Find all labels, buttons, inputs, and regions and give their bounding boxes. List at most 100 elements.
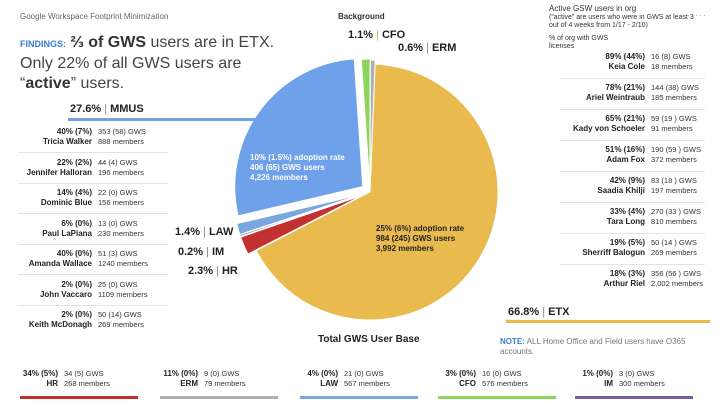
mmus-person-row: 40% (0%) Amanda Wallace 51 (3) GWS 1240 mem… [18,249,148,269]
person-gws: 3 (0) GWS [619,369,655,378]
mmus-person-row: 14% (4%) Dominic Blue 22 (0) GWS 156 member… [18,188,144,208]
findings-line3-rest: ” users. [70,75,125,92]
findings-quote-open: “ [20,75,26,92]
person-pct: 19% (5%) [609,238,645,247]
person-name: Arthur Riel [603,279,645,288]
person-members: 576 members [482,379,528,388]
hr-bar [20,396,138,399]
mmus-pie-label: 10% (1.5%) adoption rate 406 (65) GWS us… [250,153,345,183]
person-members: 18 members [651,62,693,71]
person-members: 810 members [651,217,697,226]
person-gws: 50 (14 ) GWS [651,238,697,247]
mmus-gws-users: 406 (65) GWS users [250,163,325,172]
person-members: 196 members [98,167,144,177]
person-members: 269 members [651,248,697,257]
etx-person-row: 42% (9%) Saadia Khilji 83 (18 ) GWS 197 mem… [553,176,697,196]
etx-pie-label: 25% (6%) adoption rate 984 (245) GWS use… [376,224,464,254]
person-name: Dominic Blue [40,198,92,207]
person-gws: 51 (3) GWS [98,249,138,258]
person-pct: 4% (0%) [307,369,338,378]
im-bar [575,396,693,399]
row-divider [560,109,705,110]
person-members: 197 members [651,186,697,195]
person-gws: 13 (0) GWS [98,218,138,228]
note-text: NOTE: ALL Home Office and Field users ha… [500,337,700,357]
etx-person-row: 65% (21%) Kady von Schoeler 59 (19 ) GWS 91… [553,114,697,134]
person-pct: 1% (0%) [582,369,613,378]
etx-label: ETX [548,306,570,318]
segment-label-im: 0.2% | IM [178,246,225,258]
pie-slice-hr [240,195,362,255]
findings-active: active [25,75,71,92]
person-gws: 25 (0) GWS [98,279,138,289]
cfo-pct: 1.1% [348,29,374,41]
slide-header-section: Background [338,12,385,21]
person-pct: 34% (5%) [22,369,58,378]
person-name: Adam Fox [606,155,645,164]
person-name: Jennifer Halloran [26,167,92,177]
row-divider [18,182,168,184]
cfo-bar [438,396,556,399]
row-divider [18,304,168,306]
pie-slice-mmus [234,58,364,217]
row-divider [560,78,705,79]
mmus-person-row: 2% (0%) John Vaccaro 25 (0) GWS 1109 member… [18,279,148,300]
law-bar [300,396,418,399]
person-members: 79 members [204,379,246,388]
person-gws: 9 (0) GWS [204,369,240,378]
etx-person-row: 51% (16%) Adam Fox 190 (59 ) GWS 372 member… [553,145,701,165]
etx-adoption-rate: 25% (6%) adoption rate [376,224,465,233]
pie-slice-law [236,193,362,236]
im-pct: 0.2% [178,246,204,258]
hr-label: HR [221,265,238,277]
findings-text: FINDINGS: ⅔ of GWS users are in ETX. Onl… [20,33,310,94]
person-pct: 2% (0%) [61,310,92,319]
person-name: Keith McDonagh [28,320,92,329]
etx-person-row: 78% (21%) Ariel Weintraub 144 (38) GWS 185 … [553,83,699,103]
person-gws: 83 (18 ) GWS [651,176,697,185]
person-gws: 356 (56 ) GWS [651,269,702,278]
row-divider [560,140,705,141]
person-gws: 16 (8) GWS [651,52,691,61]
person-name: Amanda Wallace [28,259,92,268]
person-name: LAW [320,379,338,388]
segment-label-cfo: 1.1% | CFO [348,29,406,41]
erm-pct: 0.6% [398,42,424,54]
law-label: LAW [208,226,234,238]
row-divider [18,274,168,275]
person-members: 567 members [344,379,390,388]
person-pct: 3% (0%) [445,369,476,378]
person-pct: 2% (0%) [61,279,92,289]
person-name: Sherriff Balogun [582,248,645,257]
person-gws: 353 (58) GWS [98,127,146,136]
row-divider [560,264,705,265]
person-members: 1240 members [98,259,149,268]
pie-title: Total GWS User Base [318,334,420,345]
mmus-adoption-rate: 10% (1.5%) adoption rate [250,153,345,162]
person-name: HR [46,379,58,388]
person-gws: 59 (19 ) GWS [651,114,697,123]
person-pct: 14% (4%) [56,188,92,197]
cfo-label: CFO [381,29,406,41]
mmus-person-row: 2% (0%) Keith McDonagh 50 (14) GWS 269 memb… [18,310,144,330]
mmus-members: 4,226 members [250,173,308,182]
pie-slice-etx [255,63,499,321]
person-pct: 51% (16%) [605,145,645,154]
etx-person-row: 19% (5%) Sherriff Balogun 50 (14 ) GWS 269 … [553,238,697,258]
person-members: 230 members [98,228,144,238]
im-label: IM [211,246,225,258]
row-divider [560,202,705,203]
etx-pct: 66.8% [508,306,540,318]
person-pct: 78% (21%) [605,83,645,92]
mmus-label: MMUS [110,103,144,115]
person-name: Kady von Schoeler [572,124,645,133]
person-gws: 44 (4) GWS [98,157,138,167]
person-name: Paul LaPiana [42,228,92,238]
person-name: Tricia Walker [42,137,92,146]
slide-header-title: Google Workspace Footprint Minimization [20,12,169,21]
person-gws: 144 (38) GWS [651,83,699,92]
row-divider [560,171,705,172]
pie-slice-cfo [360,58,371,188]
dots-icon: ····· [687,10,707,20]
mmus-pct: 27.6% [70,103,102,115]
